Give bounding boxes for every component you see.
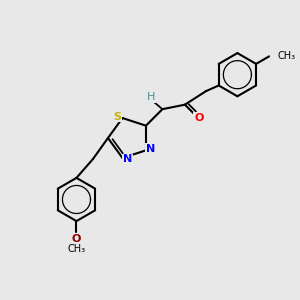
- Text: O: O: [72, 234, 81, 244]
- Text: N: N: [146, 144, 155, 154]
- Text: CH₃: CH₃: [278, 51, 296, 62]
- Text: H: H: [147, 92, 155, 102]
- Text: N: N: [123, 154, 133, 164]
- Text: S: S: [113, 112, 121, 122]
- Text: CH₃: CH₃: [68, 244, 85, 254]
- Text: O: O: [194, 112, 204, 123]
